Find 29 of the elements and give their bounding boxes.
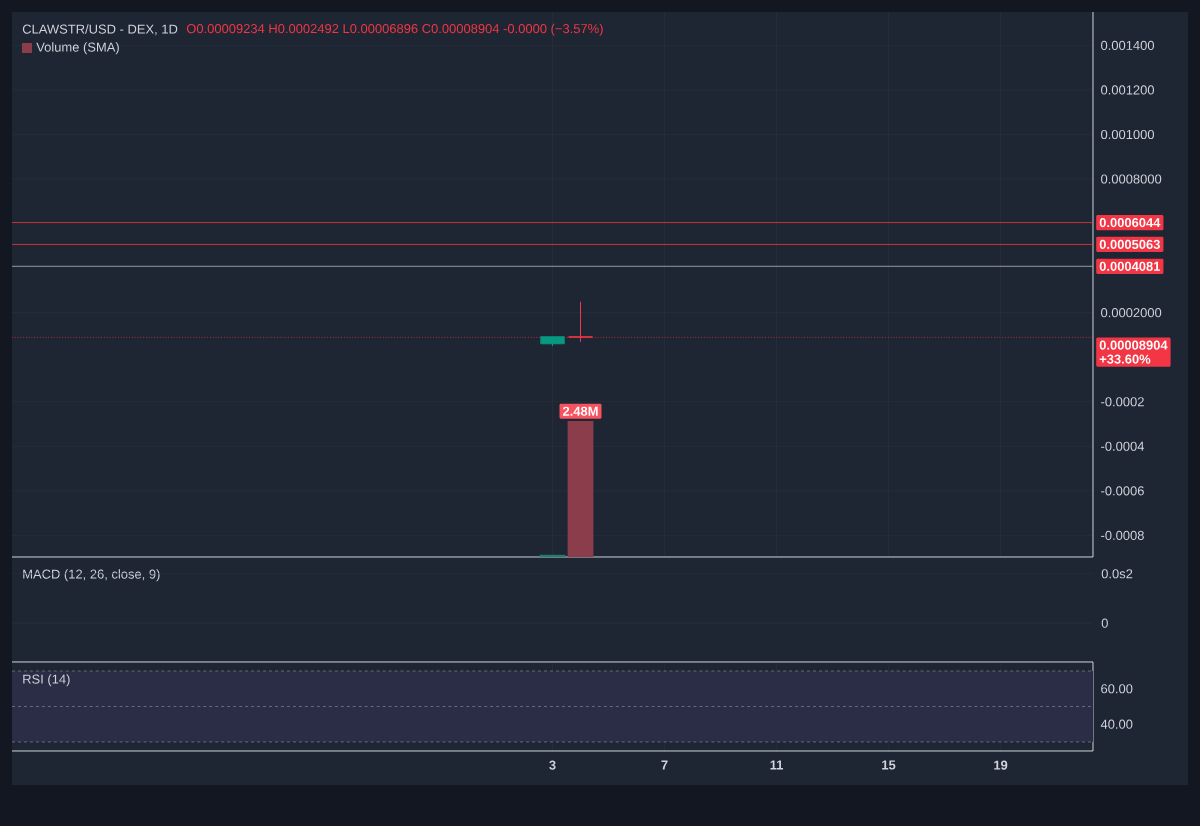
legend-label: Volume (SMA) <box>36 42 119 55</box>
text: MACD (12, 26, close, 9) <box>23 569 160 582</box>
y-tick-label: -0.0004 <box>1101 441 1145 451</box>
y-tick-label: 60.00 <box>1101 684 1133 694</box>
y-tick-label: -0.0008 <box>1101 530 1144 540</box>
y-tick-label: 0.001000 <box>1101 129 1155 140</box>
ref-line-label: 0.0005063 <box>1099 239 1160 250</box>
x-tick-label: 3 <box>549 760 556 770</box>
y-tick-label: 40.00 <box>1100 719 1133 729</box>
text: RSI (14) <box>23 674 70 687</box>
x-tick-label: 11 <box>770 760 784 770</box>
ref-line-label: 0.00008904 <box>1099 340 1168 350</box>
x-tick-label: 15 <box>882 760 896 770</box>
text: CLAWSTR/USD - DEX, 1D <box>22 24 178 36</box>
y-tick-label: 0.001400 <box>1101 40 1155 50</box>
text: +33.60% <box>1099 354 1151 364</box>
text: 0 <box>1101 618 1108 628</box>
y-tick-label: -0.0006 <box>1101 486 1144 496</box>
x-tick-label: 7 <box>661 760 668 770</box>
ref-line-label: 0.0006044 <box>1099 218 1161 228</box>
x-tick-label: 19 <box>994 760 1008 770</box>
data-label: 2.48M <box>562 406 598 416</box>
text: 0.0s2 <box>1101 569 1133 579</box>
text: O0.00009234 H0.0002492 L0.00006896 C0.00008904 -0.0000 (−3.57%) <box>186 23 603 36</box>
y-tick-label: 0.0008000 <box>1101 174 1162 184</box>
ref-line-label: 0.0004081 <box>1099 261 1161 271</box>
y-tick-label: 0.001200 <box>1101 85 1155 95</box>
y-tick-label: -0.0002 <box>1101 397 1144 407</box>
y-tick-label: 0.0002000 <box>1101 308 1162 318</box>
